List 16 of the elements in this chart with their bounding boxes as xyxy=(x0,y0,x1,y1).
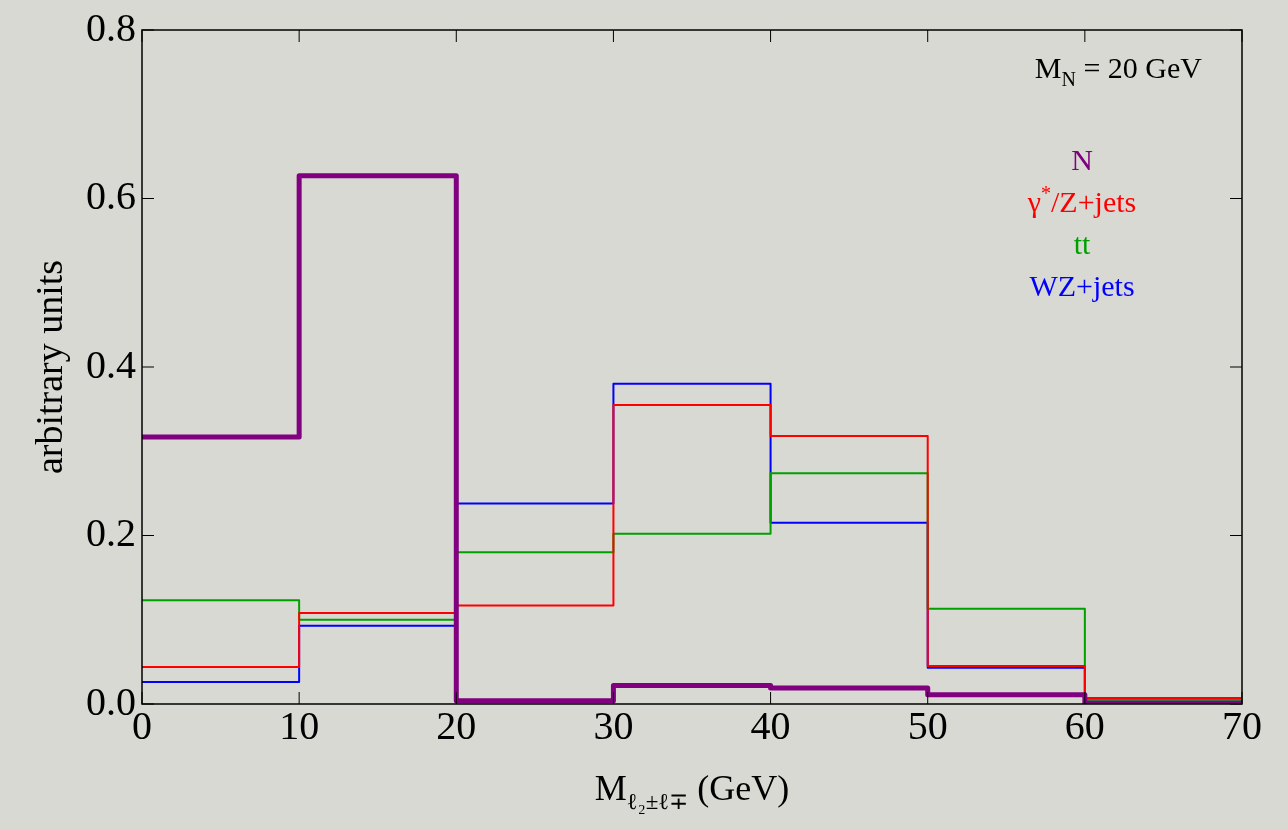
x-tick-label: 60 xyxy=(1064,702,1105,748)
y-tick-label: 0.6 xyxy=(86,173,136,218)
text: tt xyxy=(1073,227,1091,260)
y-tick-label: 0.2 xyxy=(86,510,136,555)
text: γ*/Z+jets xyxy=(1026,182,1137,218)
text: N xyxy=(1071,143,1093,176)
text: WZ+jets xyxy=(1029,269,1135,302)
x-tick-label: 70 xyxy=(1222,702,1262,748)
x-tick-label: 10 xyxy=(279,702,320,748)
x-tick-label: 20 xyxy=(436,702,477,748)
y-tick-label: 0.4 xyxy=(86,341,136,387)
x-tick-label: 30 xyxy=(593,702,634,748)
x-tick-label: 40 xyxy=(750,702,791,748)
y-tick-label: 0.8 xyxy=(86,4,136,50)
x-tick-label: 50 xyxy=(907,702,948,748)
y-axis-title: arbitrary units xyxy=(28,259,70,475)
